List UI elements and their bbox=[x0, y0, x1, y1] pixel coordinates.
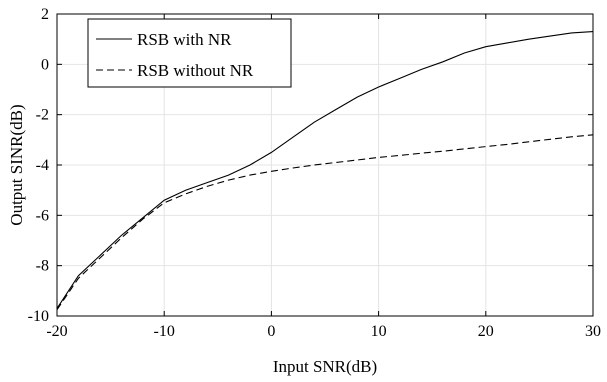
y-tick-label: -6 bbox=[36, 207, 49, 224]
series-line-rsb-without-nr bbox=[56, 134, 594, 311]
x-tick-label: -20 bbox=[46, 323, 67, 340]
y-tick-label: 2 bbox=[41, 6, 49, 23]
legend-label-rsb-with-nr: RSB with NR bbox=[137, 30, 232, 49]
legend-label-rsb-without-nr: RSB without NR bbox=[137, 61, 254, 80]
y-tick-label: -2 bbox=[36, 107, 49, 124]
y-tick-label: -8 bbox=[36, 258, 49, 275]
y-tick-label: -10 bbox=[28, 308, 49, 325]
x-tick-label: 20 bbox=[478, 323, 494, 340]
y-axis-label: Output SINR(dB) bbox=[7, 104, 26, 225]
legend: RSB with NR RSB without NR bbox=[87, 18, 292, 88]
x-tick-label: 10 bbox=[371, 323, 387, 340]
y-tick-label: -4 bbox=[36, 157, 49, 174]
legend-box bbox=[87, 18, 292, 88]
series-line-rsb-with-nr bbox=[56, 31, 594, 309]
x-tick-label: -10 bbox=[154, 323, 175, 340]
x-axis-label: Input SNR(dB) bbox=[273, 357, 377, 376]
tick-labels: -20 -10 0 10 20 30-10-8-6-4-202 bbox=[28, 6, 601, 340]
y-tick-label: 0 bbox=[41, 56, 49, 73]
series-lines bbox=[56, 31, 594, 311]
x-tick-label: 30 bbox=[585, 323, 601, 340]
x-tick-label: 0 bbox=[267, 323, 275, 340]
